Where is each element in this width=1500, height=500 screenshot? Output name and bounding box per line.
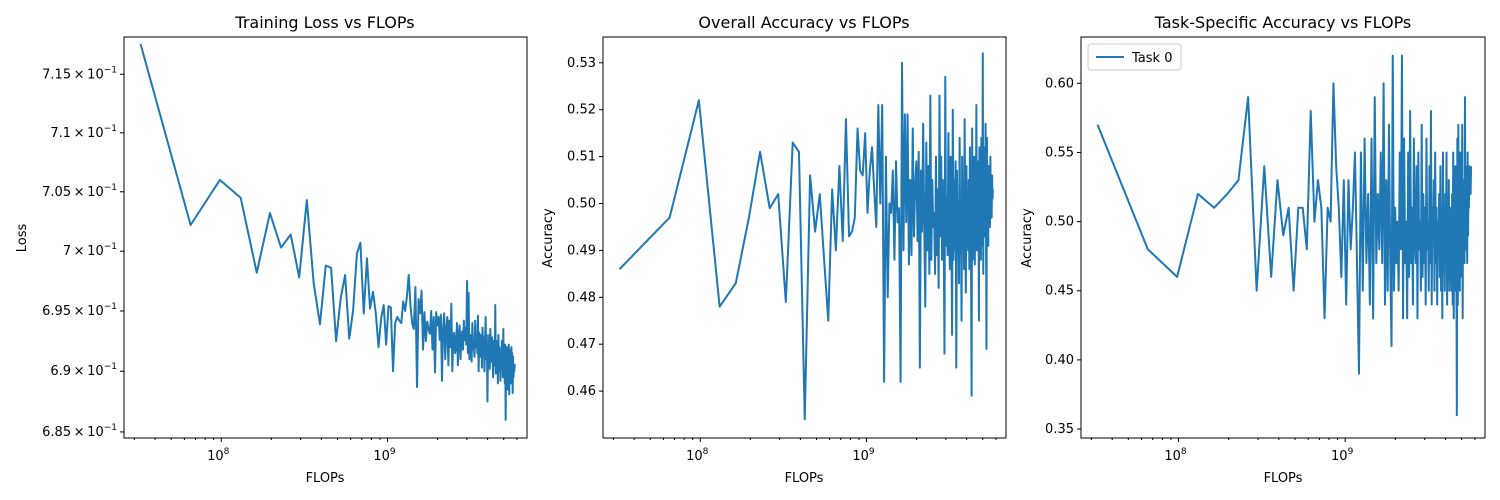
y-axis-label: Loss	[15, 224, 30, 253]
x-tick-label: 108	[1164, 447, 1187, 464]
y-tick-label: 0.55	[1045, 145, 1074, 160]
panel-training-loss: Training Loss vs FLOPs FLOPs Loss 108 109…	[15, 13, 528, 486]
x-axis-label: FLOPs	[306, 471, 345, 486]
y-tick-label: 6.9 × 10−1	[50, 362, 117, 379]
x-tick-label: 109	[852, 447, 875, 464]
plot-area	[139, 43, 516, 421]
series-line	[1096, 54, 1473, 417]
panel-title: Training Loss vs FLOPs	[234, 13, 414, 32]
panel-title: Task-Specific Accuracy vs FLOPs	[1154, 13, 1412, 32]
y-tick-label: 6.85 × 10−1	[42, 423, 117, 440]
series-line	[139, 43, 516, 421]
y-axis-label: Accuracy	[1020, 208, 1035, 268]
y-tick-label: 0.50	[1045, 215, 1074, 230]
legend-box	[1087, 43, 1182, 71]
plot-area	[1096, 54, 1473, 417]
series-line	[618, 52, 994, 421]
panel-title: Overall Accuracy vs FLOPs	[698, 13, 909, 32]
y-tick-label: 0.45	[1045, 284, 1074, 299]
axes-frame	[123, 36, 528, 439]
axis-ticks: 108 109 6.85 × 10−1 6.9 × 10−1 6.95 × 10−1 7 …	[42, 65, 518, 464]
x-tick-label: 109	[1331, 447, 1354, 464]
x-tick-label: 109	[373, 447, 396, 464]
y-tick-label: 0.60	[1045, 76, 1074, 91]
y-axis-label: Accuracy	[541, 208, 556, 268]
y-tick-label: 0.52	[567, 103, 596, 118]
x-tick-label: 108	[686, 447, 709, 464]
y-tick-label: 0.50	[567, 196, 596, 211]
y-tick-label: 0.53	[567, 56, 596, 71]
y-tick-label: 6.95 × 10−1	[42, 302, 117, 319]
panel-task-accuracy: Task-Specific Accuracy vs FLOPs FLOPs Ac…	[1020, 13, 1486, 486]
x-tick-label: 108	[207, 447, 230, 464]
x-axis-label: FLOPs	[1264, 471, 1303, 486]
y-tick-label: 0.47	[567, 337, 596, 352]
y-tick-label: 0.49	[567, 243, 596, 258]
x-axis-label: FLOPs	[785, 471, 824, 486]
y-tick-label: 0.46	[567, 384, 596, 399]
axis-ticks: 108 109 0.35 0.40 0.45 0.50 0.55 0.60	[1045, 76, 1476, 464]
y-tick-label: 7.1 × 10−1	[50, 124, 117, 141]
y-tick-label: 0.48	[567, 290, 596, 305]
legend: Task 0	[1087, 43, 1182, 71]
y-tick-label: 7.05 × 10−1	[42, 183, 117, 200]
axes-frame	[1080, 36, 1486, 439]
y-tick-label: 7.15 × 10−1	[42, 65, 117, 82]
y-tick-label: 0.40	[1045, 353, 1074, 368]
legend-label: Task 0	[1131, 51, 1172, 66]
plot-area	[618, 52, 994, 421]
y-tick-label: 0.35	[1045, 422, 1074, 437]
axis-ticks: 108 109 0.46 0.47 0.48 0.49 0.50 0.51 0.52 0.53	[567, 56, 997, 464]
panel-overall-accuracy: Overall Accuracy vs FLOPs FLOPs Accuracy…	[541, 13, 1007, 486]
y-tick-label: 7 × 10−1	[63, 242, 117, 259]
y-tick-label: 0.51	[567, 150, 596, 165]
axes-frame	[602, 36, 1007, 439]
